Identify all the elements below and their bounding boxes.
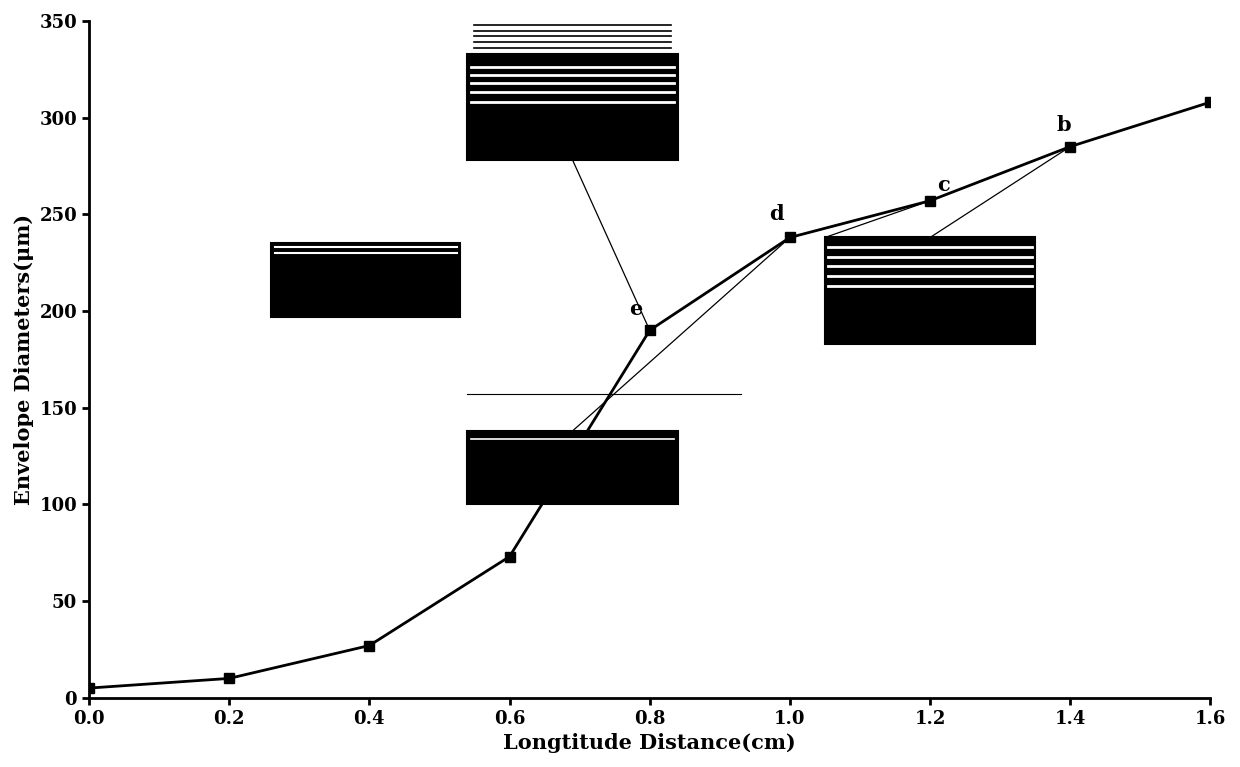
Text: e: e <box>629 299 642 319</box>
Bar <box>825 238 1035 344</box>
Text: b: b <box>1056 115 1071 135</box>
Y-axis label: Envelope Diameters(μm): Envelope Diameters(μm) <box>14 214 33 505</box>
Bar <box>467 431 678 505</box>
Text: d: d <box>769 204 784 224</box>
X-axis label: Longtitude Distance(cm): Longtitude Distance(cm) <box>503 733 796 753</box>
Bar <box>467 54 678 160</box>
Text: c: c <box>937 175 950 195</box>
Bar <box>272 243 460 317</box>
